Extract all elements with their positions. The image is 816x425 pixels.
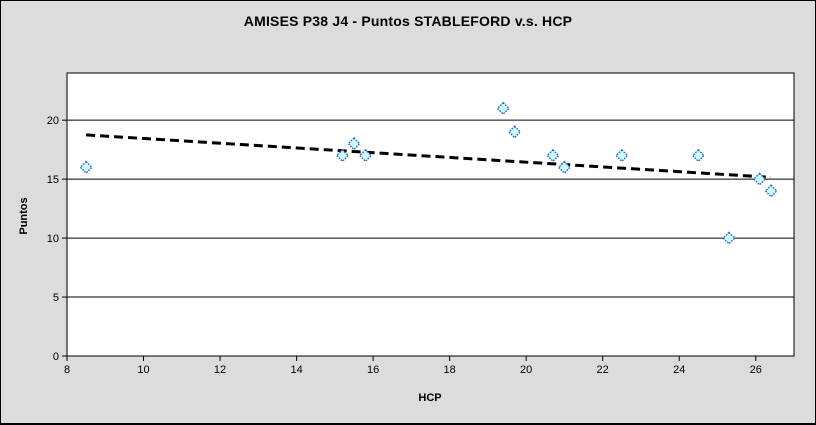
data-point-marker (722, 231, 736, 245)
data-point-marker (691, 148, 706, 163)
y-tick-label: 20 (47, 115, 59, 127)
x-tick-label: 8 (64, 364, 70, 376)
y-axis-title: Puntos (18, 197, 30, 235)
x-tick-label: 26 (750, 364, 762, 376)
y-tick-label: 5 (53, 292, 59, 304)
data-point-marker (358, 148, 373, 163)
x-tick-label: 10 (137, 364, 149, 376)
plot-area (66, 72, 795, 357)
data-point-marker (764, 184, 778, 198)
data-point-marker (335, 148, 350, 163)
data-point-marker (546, 148, 560, 163)
chart-title: AMISES P38 J4 - Puntos STABLEFORD v.s. H… (243, 13, 573, 29)
x-tick-label: 14 (290, 364, 302, 376)
x-tick-label: 16 (367, 364, 379, 376)
data-point-marker (507, 125, 522, 139)
data-point-marker (557, 160, 572, 175)
y-tick-label: 15 (47, 174, 59, 186)
data-point-marker (347, 137, 361, 151)
x-tick-label: 18 (444, 364, 456, 376)
y-tick-label: 10 (47, 233, 59, 245)
y-tick-label: 0 (53, 351, 59, 363)
x-axis-title: HCP (418, 392, 442, 404)
data-point-marker (752, 172, 767, 186)
x-tick-label: 12 (214, 364, 226, 376)
data-point-marker (79, 160, 93, 175)
data-point-marker (496, 101, 510, 116)
data-point-marker (615, 148, 629, 163)
x-tick-label: 24 (673, 364, 685, 376)
x-tick-label: 20 (520, 364, 532, 376)
trendline (86, 133, 772, 179)
x-tick-label: 22 (597, 364, 609, 376)
